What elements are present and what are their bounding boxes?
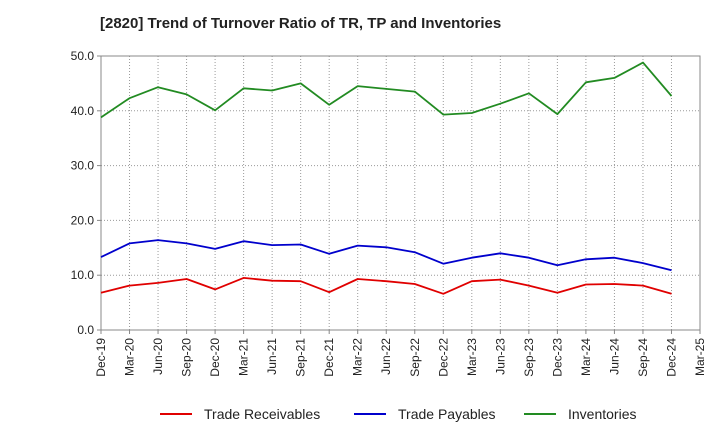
y-tick-label: 40.0 <box>71 104 95 118</box>
legend-label: Trade Receivables <box>204 406 320 422</box>
x-tick-label: Sep-21 <box>294 338 308 377</box>
y-tick-label: 30.0 <box>71 159 95 173</box>
chart-title: [2820] Trend of Turnover Ratio of TR, TP… <box>100 15 502 32</box>
x-tick-label: Sep-20 <box>180 338 194 377</box>
y-tick-label: 0.0 <box>77 323 94 337</box>
series-line-0 <box>100 276 672 295</box>
y-tick-label: 10.0 <box>71 268 95 282</box>
x-tick-label: Dec-19 <box>94 338 108 377</box>
x-tick-label: Jun-23 <box>493 338 507 375</box>
legend-label: Trade Payables <box>398 406 496 422</box>
y-tick-label: 50.0 <box>71 49 95 63</box>
series-line-1 <box>100 239 672 272</box>
x-tick-label: Jun-22 <box>379 338 393 375</box>
x-tick-label: Sep-22 <box>408 338 422 377</box>
x-tick-label: Sep-23 <box>522 338 536 377</box>
plot-frame <box>100 55 701 331</box>
x-tick-label: Mar-25 <box>693 338 707 376</box>
x-tick-label: Sep-24 <box>636 338 650 377</box>
series-line-2 <box>100 61 673 119</box>
legend-label: Inventories <box>568 406 636 422</box>
x-tick-label: Jun-21 <box>265 338 279 375</box>
x-tick-label: Dec-24 <box>664 338 678 377</box>
x-tick-label: Dec-23 <box>550 338 564 377</box>
x-tick-label: Mar-22 <box>351 338 365 376</box>
x-tick-label: Mar-23 <box>465 338 479 376</box>
x-tick-label: Dec-21 <box>322 338 336 377</box>
x-tick-label: Jun-24 <box>607 338 621 375</box>
x-tick-label: Mar-21 <box>237 338 251 376</box>
x-tick-label: Dec-22 <box>436 338 450 377</box>
x-tick-label: Mar-24 <box>579 338 593 376</box>
y-tick-label: 20.0 <box>71 213 95 227</box>
x-tick-label: Mar-20 <box>123 338 137 376</box>
x-tick-label: Jun-20 <box>151 338 165 375</box>
x-tick-label: Dec-20 <box>208 338 222 377</box>
